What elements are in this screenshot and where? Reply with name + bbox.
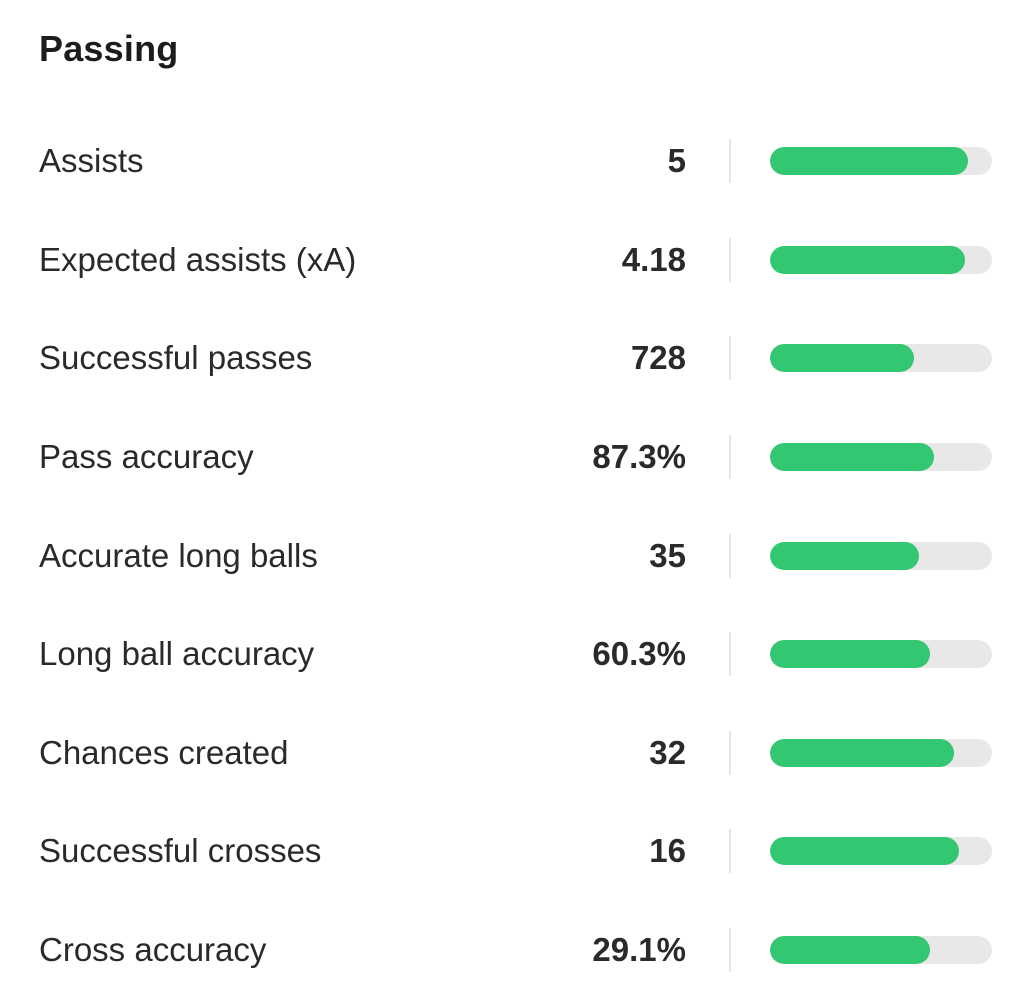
percentile-bar-fill — [770, 541, 919, 570]
stat-value: 35 — [649, 536, 686, 574]
percentile-bar-fill — [770, 738, 955, 767]
percentile-bar — [770, 640, 992, 669]
divider — [729, 336, 731, 381]
stat-label: Expected assists (xA) — [39, 240, 357, 278]
stat-label: Chances created — [39, 733, 289, 771]
divider — [729, 632, 731, 677]
stat-label: Cross accuracy — [39, 931, 267, 969]
percentile-bar-fill — [770, 443, 935, 472]
divider — [729, 730, 731, 775]
percentile-bar-fill — [770, 245, 966, 274]
stat-label: Successful crosses — [39, 832, 322, 870]
stat-row-expected-assists: Expected assists (xA) 4.18 — [0, 211, 1024, 310]
stat-value: 29.1% — [592, 931, 686, 969]
percentile-bar — [770, 837, 992, 866]
stat-row-accurate-long-balls: Accurate long balls 35 — [0, 506, 1024, 605]
stat-label: Successful passes — [39, 339, 313, 377]
stat-row-assists: Assists 5 — [0, 112, 1024, 211]
stat-label: Pass accuracy — [39, 438, 254, 476]
divider — [729, 829, 731, 874]
stat-value: 728 — [630, 339, 686, 377]
percentile-bar — [770, 738, 992, 767]
divider — [729, 533, 731, 578]
section-title: Passing — [39, 28, 179, 69]
percentile-bar — [770, 936, 992, 965]
percentile-bar — [770, 541, 992, 570]
stat-row-chances-created: Chances created 32 — [0, 704, 1024, 803]
percentile-bar — [770, 344, 992, 373]
stat-value: 87.3% — [592, 438, 686, 476]
stat-value: 16 — [649, 832, 686, 870]
stat-row-cross-accuracy: Cross accuracy 29.1% — [0, 901, 1024, 999]
stat-row-successful-passes: Successful passes 728 — [0, 309, 1024, 408]
stat-value: 32 — [649, 733, 686, 771]
stat-value: 5 — [667, 142, 686, 180]
percentile-bar-fill — [770, 344, 915, 373]
stat-row-successful-crosses: Successful crosses 16 — [0, 802, 1024, 901]
percentile-bar — [770, 245, 992, 274]
stats-list: Assists 5 Expected assists (xA) 4.18 Suc… — [0, 112, 1024, 999]
stat-value: 4.18 — [621, 240, 686, 278]
percentile-bar-fill — [770, 147, 968, 176]
stat-row-pass-accuracy: Pass accuracy 87.3% — [0, 408, 1024, 507]
stat-label: Accurate long balls — [39, 536, 318, 574]
percentile-bar-fill — [770, 837, 959, 866]
stat-value: 60.3% — [592, 635, 686, 673]
stat-label: Long ball accuracy — [39, 635, 315, 673]
divider — [729, 237, 731, 282]
percentile-bar — [770, 147, 992, 176]
percentile-bar-fill — [770, 936, 930, 965]
stat-row-long-ball-accuracy: Long ball accuracy 60.3% — [0, 605, 1024, 704]
divider — [729, 435, 731, 480]
stat-label: Assists — [39, 142, 144, 180]
percentile-bar-fill — [770, 640, 930, 669]
divider — [729, 139, 731, 184]
percentile-bar — [770, 443, 992, 472]
divider — [729, 928, 731, 973]
